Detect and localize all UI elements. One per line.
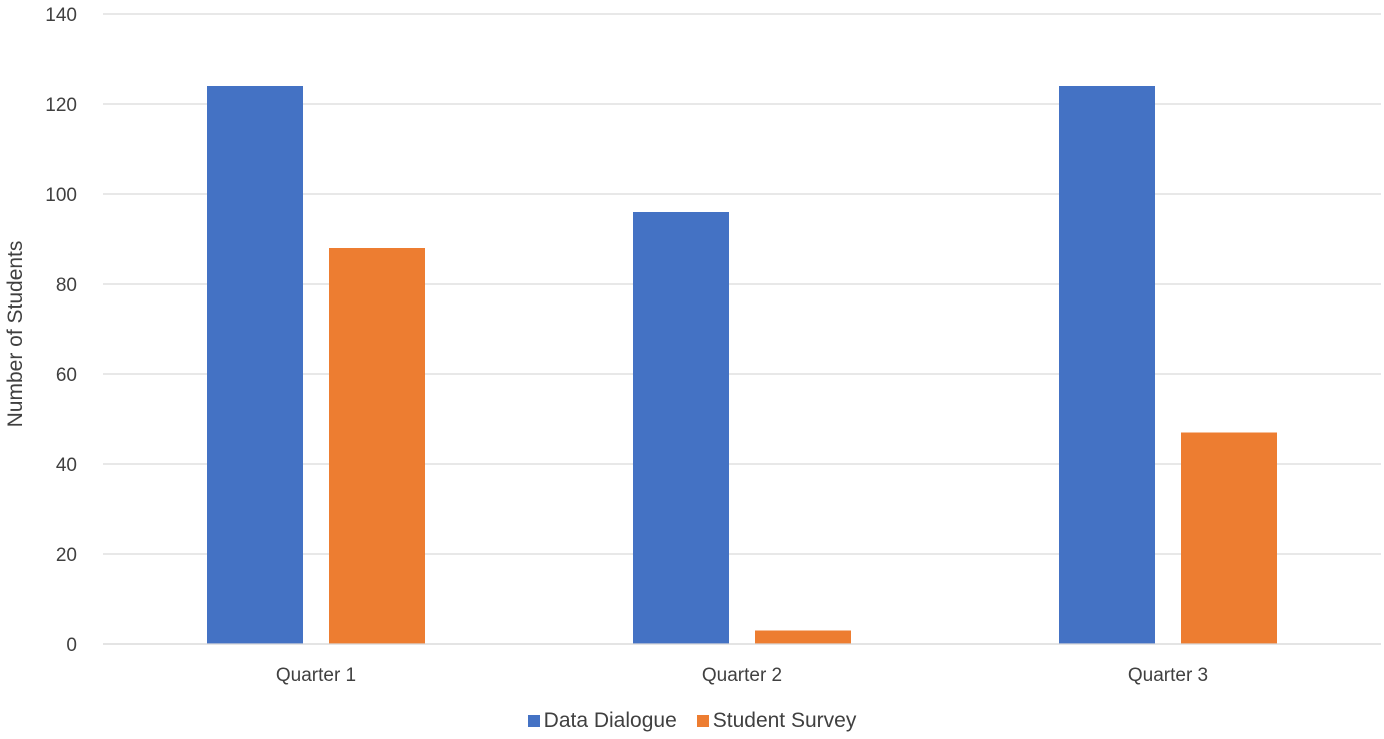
y-tick-label: 80 bbox=[56, 275, 77, 296]
y-tick-label: 60 bbox=[56, 365, 77, 386]
y-axis-tick-labels: 0 20 40 60 80 100 120 140 bbox=[45, 5, 77, 656]
legend-item: Student Survey bbox=[696, 709, 857, 733]
bar-data-dialogue-quarter-1 bbox=[207, 86, 303, 644]
x-axis-tick-labels: Quarter 1 Quarter 2 Quarter 3 bbox=[276, 665, 1208, 686]
y-tick-label: 120 bbox=[45, 95, 77, 116]
bar-data-dialogue-quarter-2 bbox=[633, 212, 729, 644]
bar-student-survey-quarter-2 bbox=[755, 630, 851, 644]
legend: Data Dialogue Student Survey bbox=[0, 709, 1384, 733]
bar-student-survey-quarter-1 bbox=[329, 248, 425, 644]
legend-swatch bbox=[527, 715, 540, 727]
legend-swatch bbox=[696, 715, 709, 727]
bar-student-survey-quarter-3 bbox=[1181, 432, 1277, 644]
y-axis-title: Number of Students bbox=[4, 241, 27, 428]
legend-label: Student Survey bbox=[712, 709, 857, 732]
y-tick-label: 100 bbox=[45, 185, 77, 206]
legend-item: Data Dialogue bbox=[527, 709, 677, 733]
x-tick-label: Quarter 2 bbox=[702, 665, 782, 686]
x-tick-label: Quarter 3 bbox=[1128, 665, 1208, 686]
gridlines bbox=[103, 13, 1381, 645]
y-tick-label: 20 bbox=[56, 545, 77, 566]
bar-data-dialogue-quarter-3 bbox=[1059, 86, 1155, 644]
legend-label: Data Dialogue bbox=[543, 709, 677, 732]
bars bbox=[207, 86, 1277, 644]
y-tick-label: 40 bbox=[56, 455, 77, 476]
y-tick-label: 140 bbox=[45, 5, 77, 26]
y-tick-label: 0 bbox=[66, 635, 77, 656]
x-tick-label: Quarter 1 bbox=[276, 665, 356, 686]
